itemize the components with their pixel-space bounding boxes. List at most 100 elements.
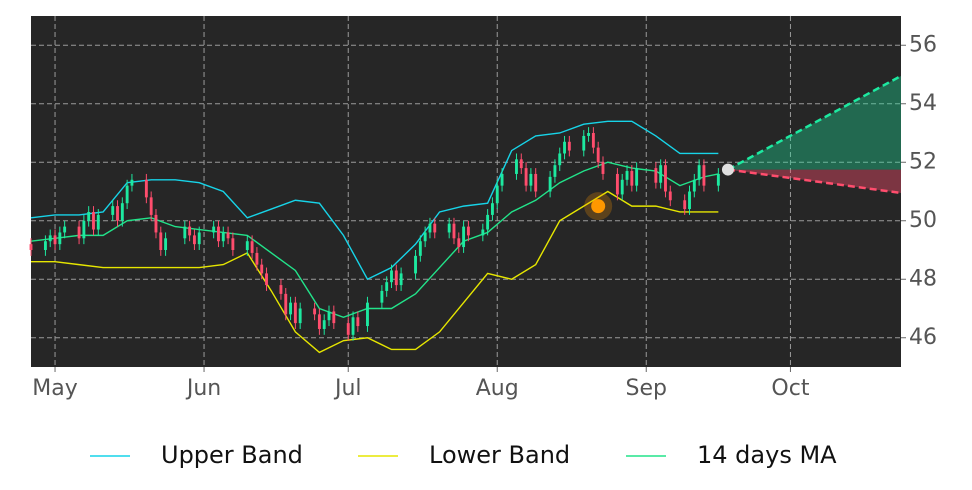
candle-body <box>668 191 672 201</box>
candle-body <box>53 235 57 245</box>
candle-body <box>130 179 134 186</box>
candle-body <box>702 165 706 186</box>
candle-body <box>255 252 259 265</box>
candle-body <box>149 197 153 215</box>
candle-body <box>159 232 163 250</box>
candle-body <box>587 133 591 136</box>
forecast-start <box>721 163 734 176</box>
candle-body <box>183 226 187 239</box>
candle-body <box>548 176 552 192</box>
x-tick-label: Oct <box>771 376 809 401</box>
candle-body <box>558 153 562 166</box>
candle-body <box>293 302 297 324</box>
band-line <box>30 161 719 319</box>
candle-body <box>63 226 67 233</box>
candle-body <box>697 165 701 180</box>
candle-body <box>529 173 533 186</box>
candle-body <box>197 232 201 245</box>
candle-body <box>394 270 398 286</box>
legend-label: Lower Band <box>429 441 570 469</box>
plot-area <box>31 16 901 367</box>
forecast-down-area <box>727 169 901 193</box>
x-tick-label: Jul <box>333 376 362 401</box>
candle-body <box>221 232 225 242</box>
y-tick-label: 52 <box>909 149 937 174</box>
candle-body <box>635 168 639 186</box>
candle-body <box>457 238 461 248</box>
candle-body <box>144 179 148 198</box>
candle-body <box>596 147 600 163</box>
legend-label: Upper Band <box>161 441 303 469</box>
candle-body <box>43 241 47 250</box>
candle-body <box>524 168 528 186</box>
candle-body <box>332 311 336 324</box>
candle-body <box>164 238 168 250</box>
candle-body <box>250 241 254 253</box>
candle-body <box>77 226 81 239</box>
candle-body <box>380 290 384 303</box>
y-tick-label: 56 <box>909 32 937 57</box>
candle-body <box>418 241 422 256</box>
y-tick-label: 54 <box>909 91 937 116</box>
candle-body <box>58 232 62 245</box>
candle-body <box>567 141 571 151</box>
candle-body <box>192 235 196 245</box>
candle-body <box>366 302 369 327</box>
candle-body <box>630 171 634 186</box>
candle-body <box>212 226 216 233</box>
signal-dot <box>591 199 606 214</box>
candle-body <box>423 232 427 242</box>
candle-body <box>620 179 624 195</box>
candle-body <box>495 185 499 204</box>
candle-body <box>29 244 33 250</box>
candle-body <box>351 317 355 335</box>
y-tick-label: 50 <box>909 208 937 233</box>
candle-body <box>120 203 124 221</box>
candle-body <box>226 232 230 239</box>
candle-body <box>217 226 220 242</box>
candle-body <box>317 314 321 329</box>
candle-body <box>553 165 557 177</box>
candle-body <box>625 171 629 180</box>
candle-body <box>683 200 687 210</box>
candle-body <box>582 135 586 151</box>
candle-body <box>82 220 86 239</box>
candle-body <box>87 211 91 221</box>
candle-body <box>154 214 158 233</box>
candle-body <box>447 223 451 233</box>
band-line <box>31 190 719 354</box>
x-tick-label: Aug <box>476 376 519 401</box>
candle-body <box>692 179 696 192</box>
candle-body <box>515 159 518 174</box>
candle-body <box>231 238 235 250</box>
candle-body <box>48 235 52 242</box>
candle-body <box>490 203 494 215</box>
candle-body <box>245 241 249 250</box>
candle-body <box>481 229 485 236</box>
candle-body <box>346 323 350 335</box>
x-tick-label: Sep <box>626 376 667 401</box>
candle-body <box>116 206 119 221</box>
y-tick-label: 48 <box>909 266 937 291</box>
candle-body <box>462 226 466 248</box>
candle-body <box>188 226 192 236</box>
candle-body <box>534 173 538 192</box>
candle-body <box>688 191 691 210</box>
candle-body <box>466 226 470 236</box>
candle-body <box>659 165 663 183</box>
candle-body <box>356 317 360 327</box>
candle-body <box>428 223 432 233</box>
candle-body <box>452 223 456 239</box>
y-tick-label: 46 <box>909 325 937 350</box>
legend-label: 14 days MA <box>697 441 837 469</box>
candle-body <box>111 206 115 215</box>
candle-body <box>289 302 292 315</box>
forecast-lower <box>727 168 902 195</box>
candle-body <box>486 214 490 230</box>
candle-body <box>591 133 595 148</box>
candle-body <box>284 293 288 315</box>
candle-body <box>279 285 283 294</box>
candle-body <box>433 223 437 233</box>
candle-body <box>414 255 417 274</box>
